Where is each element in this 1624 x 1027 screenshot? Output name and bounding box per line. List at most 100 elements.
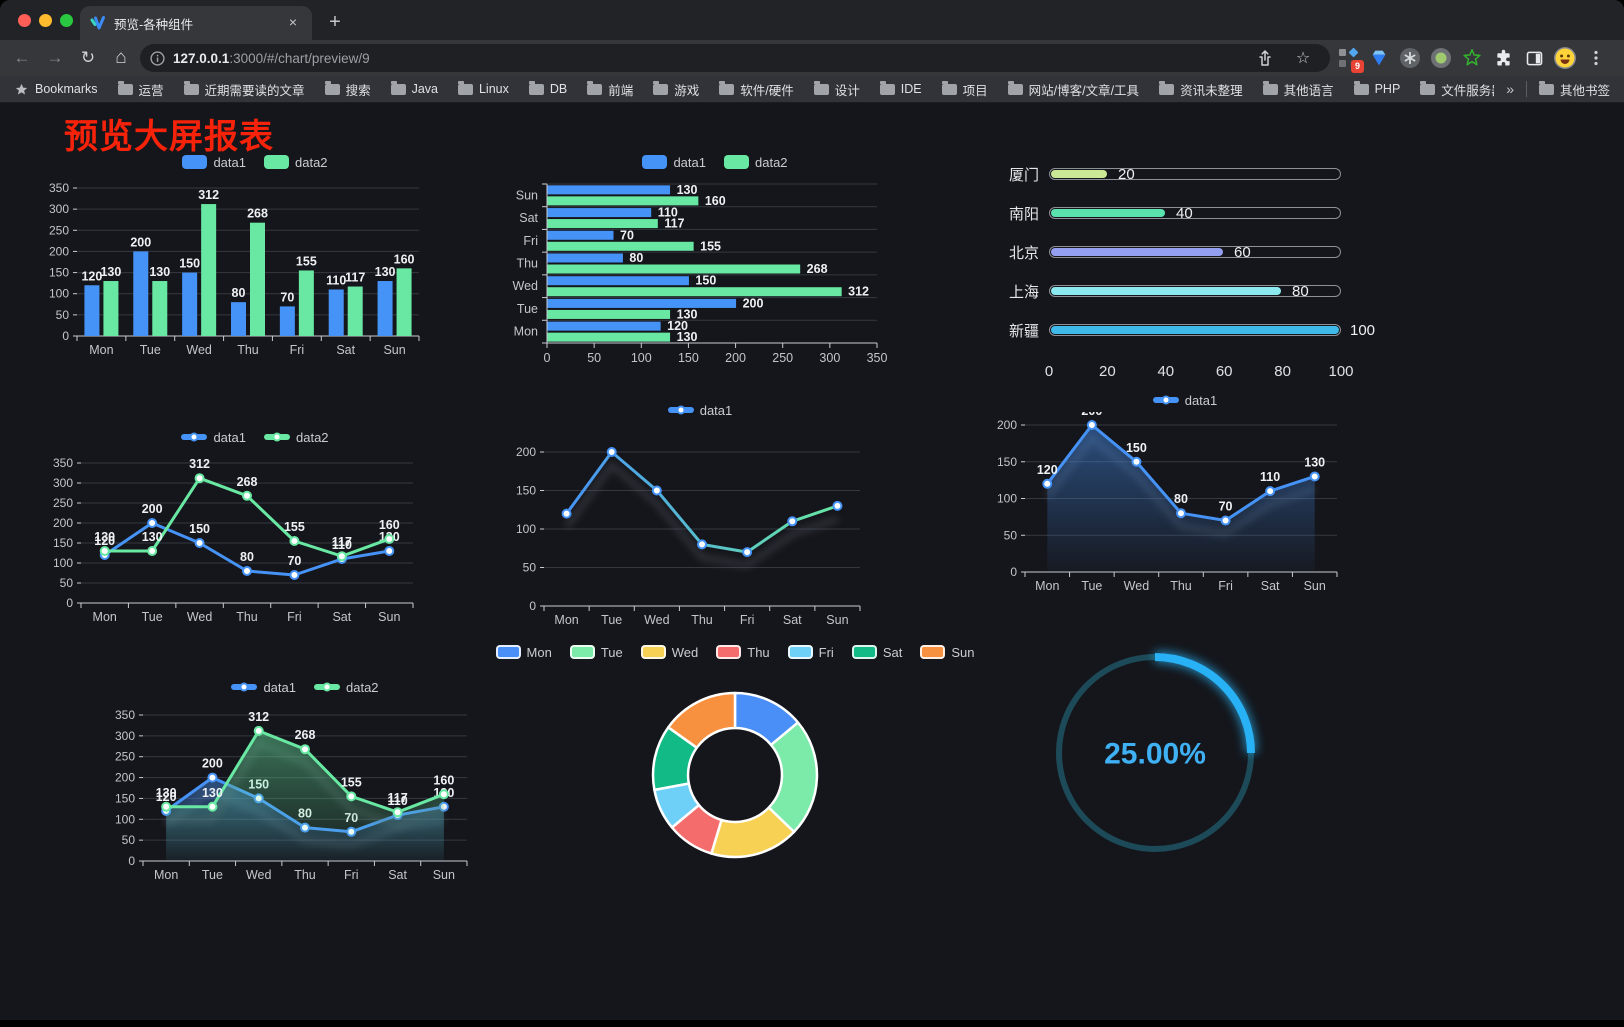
progress-axis-tick: 60 (1215, 363, 1233, 380)
legend-item-data2[interactable]: data2 (314, 680, 379, 695)
legend-item-Thu[interactable]: Thu (716, 645, 770, 660)
progress-row-新疆[interactable]: 新疆 100 (985, 322, 1385, 340)
bookmark-folder[interactable]: Java (390, 80, 438, 96)
legend-item-data1[interactable]: data1 (181, 430, 246, 445)
extension-record-icon[interactable] (1429, 46, 1453, 70)
svg-text:Fri: Fri (290, 343, 305, 357)
bookmark-folder[interactable]: DB (528, 80, 567, 96)
minimize-window-button[interactable] (39, 14, 52, 27)
bookmark-folder[interactable]: IDE (879, 80, 922, 96)
svg-text:Thu: Thu (516, 257, 538, 271)
bookmark-folder[interactable]: 文件服务器 (1420, 80, 1494, 99)
other-bookmarks-folder[interactable]: 其他书签 (1538, 80, 1610, 99)
chart-legend: data1 (985, 388, 1385, 412)
svg-text:Mon: Mon (154, 868, 178, 882)
bookmark-folder[interactable]: 设计 (813, 80, 860, 99)
svg-text:150: 150 (695, 274, 716, 288)
bookmark-folder[interactable]: 其他语言 (1262, 80, 1334, 99)
svg-text:80: 80 (232, 286, 246, 300)
tab-close-icon[interactable]: × (288, 14, 298, 30)
svg-text:Wed: Wed (644, 613, 670, 627)
extension-star-icon[interactable] (1460, 46, 1484, 70)
chart-bar-grouped[interactable]: data1 data2 0 50 100 150 200 250 300 350 Mon Tue We… (45, 150, 465, 374)
svg-text:Thu: Thu (294, 868, 316, 882)
bookmark-folder[interactable]: 游戏 (653, 80, 699, 99)
chart-line-multi[interactable]: data1 data2 0 50 100 150 200 250 300 350 Mon Tue We… (45, 425, 465, 649)
legend-item-data2[interactable]: data2 (264, 155, 328, 170)
bookmark-folder-label: PHP (1374, 82, 1401, 96)
bookmark-folder[interactable]: 软件/硬件 (719, 80, 794, 99)
bookmark-folder[interactable]: Linux (457, 80, 509, 96)
home-icon[interactable]: ⌂ (115, 47, 127, 68)
legend-item-data1[interactable]: data1 (231, 680, 296, 695)
legend-item-data2[interactable]: data2 (724, 155, 788, 170)
progress-row-厦门[interactable]: 厦门 20 (985, 166, 1385, 184)
close-window-button[interactable] (18, 14, 31, 27)
extension-gem-icon[interactable] (1367, 46, 1391, 70)
chart-gauge[interactable]: 25.00% (1040, 638, 1270, 868)
bookmark-folder[interactable]: 搜索 (324, 80, 371, 99)
progress-value: 40 (1176, 205, 1193, 222)
legend-swatch (640, 645, 666, 659)
progress-row-南阳[interactable]: 南阳 40 (985, 205, 1385, 223)
zoom-window-button[interactable] (60, 14, 73, 27)
svg-text:200: 200 (49, 244, 69, 258)
bookmark-folder[interactable]: 资讯未整理 (1159, 80, 1243, 99)
chart-line-gradient[interactable]: data1 0 50 100 150 200 Mon Tue Wed Thu Fri Sat Sun (500, 398, 900, 634)
svg-text:80: 80 (629, 251, 643, 265)
bookmarks-overflow-icon[interactable]: » (1506, 81, 1514, 97)
svg-text:268: 268 (237, 475, 258, 489)
svg-text:350: 350 (115, 708, 135, 722)
reload-icon[interactable]: ↻ (80, 48, 96, 67)
progress-track: 60 (1049, 244, 1341, 261)
legend-item-Sun[interactable]: Sun (920, 645, 974, 660)
progress-row-上海[interactable]: 上海 80 (985, 283, 1385, 301)
svg-text:312: 312 (248, 710, 269, 724)
chart-donut[interactable]: Mon Tue Wed Thu Fri Sat Sun (495, 640, 974, 904)
bookmark-folder[interactable]: 近期需要读的文章 (183, 80, 305, 99)
site-info-icon[interactable] (150, 50, 165, 66)
svg-text:100: 100 (49, 287, 69, 301)
legend-item-Wed[interactable]: Wed (640, 645, 698, 660)
address-bar[interactable]: 127.0.0.1:3000/#/chart/preview/9 (140, 44, 1330, 72)
extensions-puzzle-icon[interactable] (1491, 46, 1515, 70)
new-tab-button[interactable]: + (329, 11, 341, 33)
browser-tab[interactable]: 预览-各种组件 × (80, 6, 312, 40)
chart-area-multi[interactable]: data1 data2 0 50 100 150 200 250 300 350 Mon Tue We… (105, 675, 505, 901)
bookmark-star-icon[interactable]: ☆ (1295, 50, 1311, 67)
svg-text:80: 80 (1174, 492, 1188, 506)
legend-swatch (314, 682, 340, 692)
bookmark-folder[interactable]: 运营 (117, 80, 164, 99)
legend-item-Mon[interactable]: Mon (495, 645, 552, 660)
profile-avatar[interactable] (1553, 46, 1577, 70)
legend-item-data1[interactable]: data1 (1152, 393, 1217, 408)
extension-grid-icon[interactable]: 9 (1336, 46, 1364, 73)
browser-menu-icon[interactable] (1584, 46, 1608, 70)
legend-item-Sat[interactable]: Sat (851, 645, 902, 660)
bookmarks-manager-item[interactable]: Bookmarks (14, 82, 98, 97)
legend-label: data1 (213, 154, 246, 170)
side-panel-icon[interactable] (1522, 46, 1546, 70)
bookmark-folder[interactable]: 前端 (587, 80, 633, 99)
bookmark-folder[interactable]: 项目 (941, 80, 988, 99)
legend-item-Fri[interactable]: Fri (787, 645, 834, 660)
bookmark-folder[interactable]: 网站/博客/文章/工具 (1007, 80, 1139, 99)
legend-item-data2[interactable]: data2 (264, 430, 329, 445)
chart-bar-horizontal[interactable]: data1 data2 Mon Tue Wed Thu Fri Sat Sun 0 50 100 15… (505, 150, 925, 379)
extension-asterisk-icon[interactable] (1398, 46, 1422, 70)
legend-item-data1[interactable]: data1 (182, 155, 246, 170)
forward-icon[interactable]: → (46, 48, 64, 67)
legend-item-Tue[interactable]: Tue (569, 645, 623, 660)
svg-text:Sun: Sun (516, 188, 538, 202)
dashboard-content: 预览大屏报表 data1 data2 0 50 100 150 200 250 300 350 M… (0, 103, 1624, 1020)
progress-row-北京[interactable]: 北京 60 (985, 244, 1385, 262)
svg-text:117: 117 (387, 791, 407, 805)
share-icon[interactable] (1252, 45, 1278, 71)
chart-area-single[interactable]: data1 0 50 100 150 200 Mon Tue Wed Thu Fri Sat Sun 1… (985, 388, 1385, 610)
legend-item-data1[interactable]: data1 (667, 403, 732, 418)
chart-progress-bars[interactable]: 厦门 20 南阳 40 北京 60 上海 80 新疆 100 0 20 40 60 80 100 (985, 150, 1385, 383)
bookmark-folder[interactable]: PHP (1353, 80, 1401, 96)
legend-item-data1[interactable]: data1 (642, 155, 706, 170)
legend-label: data2 (296, 429, 329, 445)
back-icon[interactable]: ← (13, 48, 31, 67)
